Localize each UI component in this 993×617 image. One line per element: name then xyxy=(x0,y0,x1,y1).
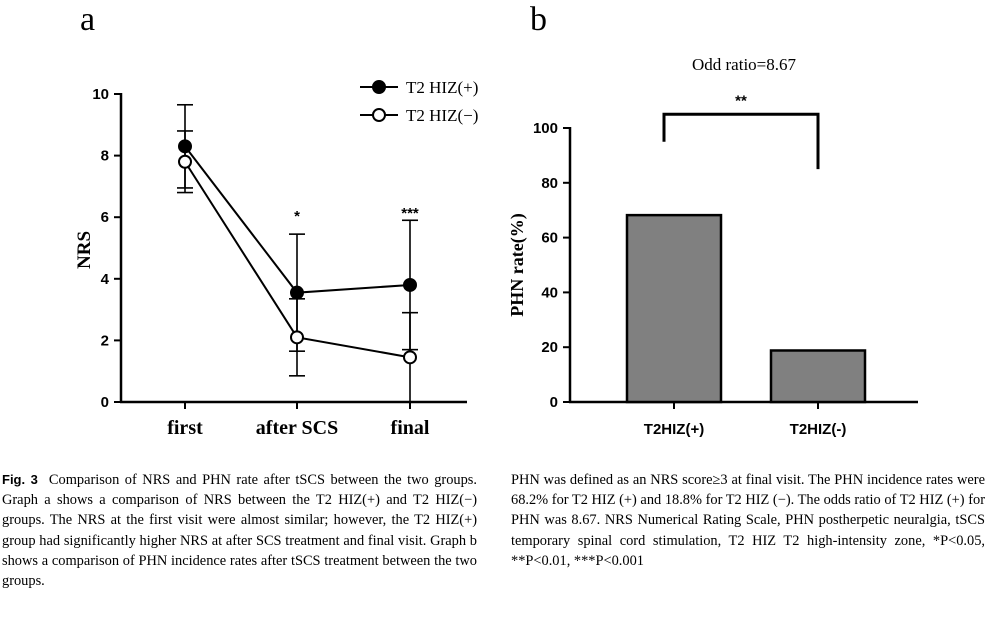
x-tick-label-0: first xyxy=(167,417,203,439)
data-point-s0-1 xyxy=(290,285,304,300)
y-tick-label-80: 80 xyxy=(541,175,558,192)
data-point-s1-1 xyxy=(290,330,304,345)
caption-left-text: Comparison of NRS and PHN rate after tSC… xyxy=(2,472,477,590)
legend-label-0: T2 HIZ(+) xyxy=(406,78,478,97)
y-axis-title: PHN rate(%) xyxy=(507,213,528,316)
legend-label-1: T2 HIZ(−) xyxy=(406,106,478,125)
bar-1 xyxy=(769,349,867,404)
y-axis-title: NRS xyxy=(74,231,95,269)
y-tick-label-0: 0 xyxy=(550,394,558,411)
significance-label-0: * xyxy=(294,208,300,225)
significance-label: ** xyxy=(735,92,747,109)
x-tick-label-1: after SCS xyxy=(256,417,338,439)
y-tick-label-40: 40 xyxy=(541,284,558,301)
x-tick-label-2: final xyxy=(391,417,430,439)
y-tick-label-6: 6 xyxy=(101,209,109,226)
chart-title: Odd ratio=8.67 xyxy=(692,55,797,74)
x-tick-label-0: T2HIZ(+) xyxy=(644,421,704,438)
legend-marker-1 xyxy=(372,108,386,122)
y-tick-label-100: 100 xyxy=(533,120,558,137)
data-point-s1-0 xyxy=(178,154,192,169)
significance-label-1: *** xyxy=(401,205,419,222)
y-tick-label-20: 20 xyxy=(541,339,558,356)
y-tick-label-0: 0 xyxy=(101,394,109,411)
y-tick-label-8: 8 xyxy=(101,148,109,165)
panel-b-label: b xyxy=(530,1,547,38)
data-point-s1-2 xyxy=(403,350,417,365)
significance-bracket xyxy=(662,112,820,170)
y-tick-label-2: 2 xyxy=(101,332,109,349)
panel-a-label: a xyxy=(80,1,95,38)
caption-left: Fig. 3 Comparison of NRS and PHN rate af… xyxy=(2,470,477,591)
y-tick-label-4: 4 xyxy=(101,271,110,288)
bar-0 xyxy=(625,213,723,404)
x-tick-label-1: T2HIZ(-) xyxy=(790,421,847,438)
data-point-s0-0 xyxy=(178,139,192,154)
y-tick-label-10: 10 xyxy=(92,86,109,103)
data-point-s0-2 xyxy=(403,277,417,292)
caption-right-text: PHN was defined as an NRS score≥3 at fin… xyxy=(511,472,985,569)
phn-rate-bar-chart: 0 20 40 60 80 100 PHN rate(%) Odd ratio=8.67 T2H… xyxy=(507,55,918,438)
caption-right: PHN was defined as an NRS score≥3 at fin… xyxy=(511,470,985,571)
caption-fig-label: Fig. 3 xyxy=(2,472,38,487)
y-tick-label-60: 60 xyxy=(541,230,558,247)
legend-marker-0 xyxy=(372,80,386,94)
